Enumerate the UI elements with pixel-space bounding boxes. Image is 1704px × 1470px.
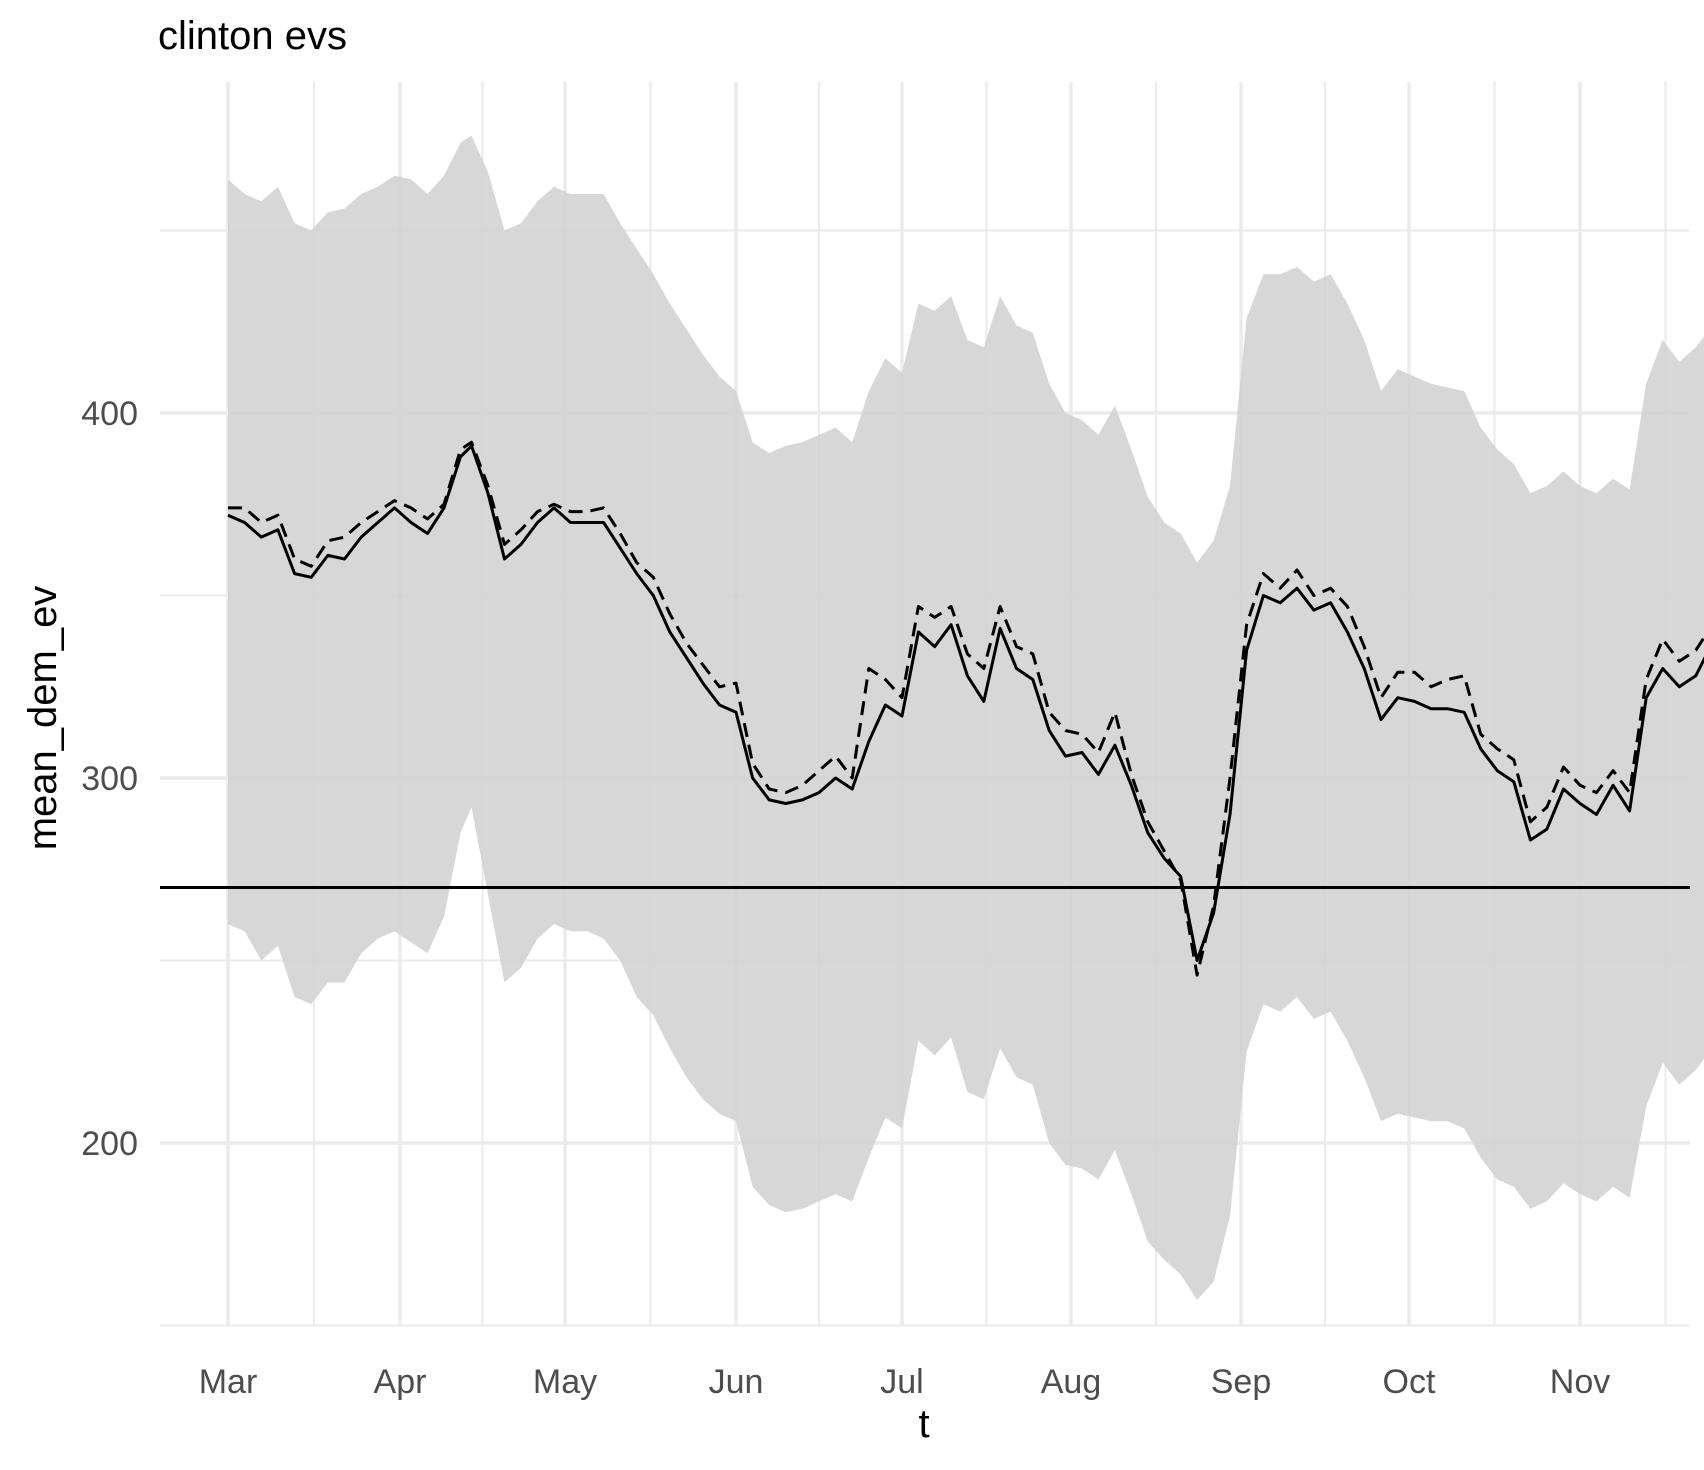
chart-title: clinton evs [158,14,347,58]
x-tick-label: May [533,1363,597,1401]
x-tick-label: Sep [1211,1363,1272,1401]
series-lines-layer [227,440,1704,977]
solid-series-line [227,444,1704,962]
dashed-series-line [228,440,1704,977]
x-tick-label: Jun [709,1363,764,1401]
ribbon-layer [228,135,1704,1300]
x-tick-label: Mar [199,1363,258,1401]
y-axis-title: mean_dem_ev [21,586,65,851]
x-axis-title: t [918,1402,929,1446]
y-tick-label: 200 [81,1125,138,1163]
uncertainty-ribbon [228,135,1704,1300]
x-tick-label: Nov [1550,1363,1610,1401]
x-tick-label: Aug [1041,1363,1102,1401]
x-tick-label: Jul [880,1363,923,1401]
x-tick-label: Oct [1383,1363,1436,1401]
y-tick-label: 400 [81,395,138,433]
y-tick-label: 300 [81,760,138,798]
x-tick-label: Apr [374,1363,427,1401]
axis-labels-layer: Mar Apr May Jun Jul Aug Sep Oct Nov 200 300 400 [81,395,1610,1401]
